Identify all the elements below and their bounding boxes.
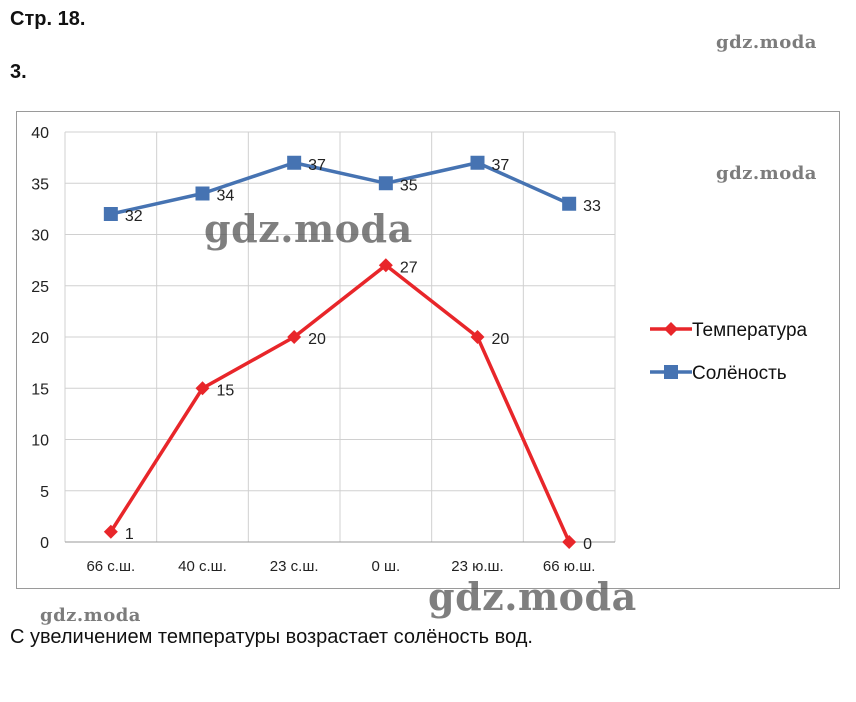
- x-tick-label: 66 ю.ш.: [543, 558, 595, 575]
- point-marker-square: [287, 155, 302, 170]
- y-tick-label: 25: [31, 279, 49, 296]
- point-marker-diamond: [103, 524, 118, 539]
- x-tick-label: 23 с.ш.: [270, 558, 319, 575]
- y-tick-label: 10: [31, 433, 49, 450]
- data-label: 1: [125, 526, 134, 543]
- y-tick-label: 15: [31, 381, 49, 398]
- y-tick-label: 0: [40, 535, 49, 552]
- y-tick-label: 5: [40, 484, 49, 501]
- data-label: 15: [217, 382, 235, 399]
- data-label: 0: [583, 536, 592, 553]
- point-marker-square: [195, 186, 210, 201]
- watermark-right: gdz.moda: [716, 163, 817, 184]
- watermark-center: gdz.moda: [204, 206, 413, 251]
- x-tick-label: 0 ш.: [371, 558, 400, 575]
- data-label: 37: [308, 157, 326, 174]
- x-tick-label: 40 с.ш.: [178, 558, 227, 575]
- y-tick-label: 20: [31, 330, 49, 347]
- task-number: 3.: [10, 61, 27, 83]
- point-marker-square: [562, 196, 577, 211]
- point-marker-diamond: [562, 535, 577, 549]
- chart-frame: 0 5 10 15 20 25 30 35 40 66 с.ш. 40 с.ш. 23 с.ш. 0 ш…: [16, 111, 840, 589]
- y-tick-label: 40: [31, 125, 49, 142]
- point-marker-square: [378, 176, 393, 191]
- data-label: 32: [125, 208, 143, 225]
- x-tick-label: 23 ю.ш.: [451, 558, 503, 575]
- answer-text: С увеличением температуры возрастает сол…: [10, 626, 533, 648]
- legend-label: Температура: [692, 320, 808, 341]
- y-tick-label: 35: [31, 176, 49, 193]
- y-tick-label: 30: [31, 228, 49, 245]
- point-marker-square: [664, 365, 678, 379]
- data-label: 35: [400, 177, 418, 194]
- series-line: [109, 263, 571, 543]
- data-label: 20: [308, 331, 326, 348]
- data-label: 27: [400, 259, 418, 276]
- watermark-bottom: gdz.moda: [428, 574, 637, 619]
- point-marker-diamond: [664, 322, 678, 336]
- data-label: 37: [492, 157, 510, 174]
- point-marker-diamond: [195, 381, 210, 396]
- x-tick-label: 66 с.ш.: [86, 558, 135, 575]
- point-marker-square: [103, 207, 118, 221]
- series-line: [110, 161, 570, 216]
- point-marker-diamond: [470, 330, 485, 344]
- data-label: 20: [492, 331, 510, 348]
- data-label: 34: [217, 188, 235, 205]
- point-marker-diamond: [378, 258, 393, 273]
- page-header: Стр. 18.: [10, 8, 86, 30]
- point-marker-square: [470, 155, 485, 170]
- watermark-bottom-left: gdz.moda: [40, 605, 141, 626]
- point-marker-diamond: [287, 330, 302, 344]
- data-label: 33: [583, 198, 601, 215]
- watermark-top-right: gdz.moda: [716, 32, 817, 53]
- legend-label: Солёность: [692, 363, 787, 384]
